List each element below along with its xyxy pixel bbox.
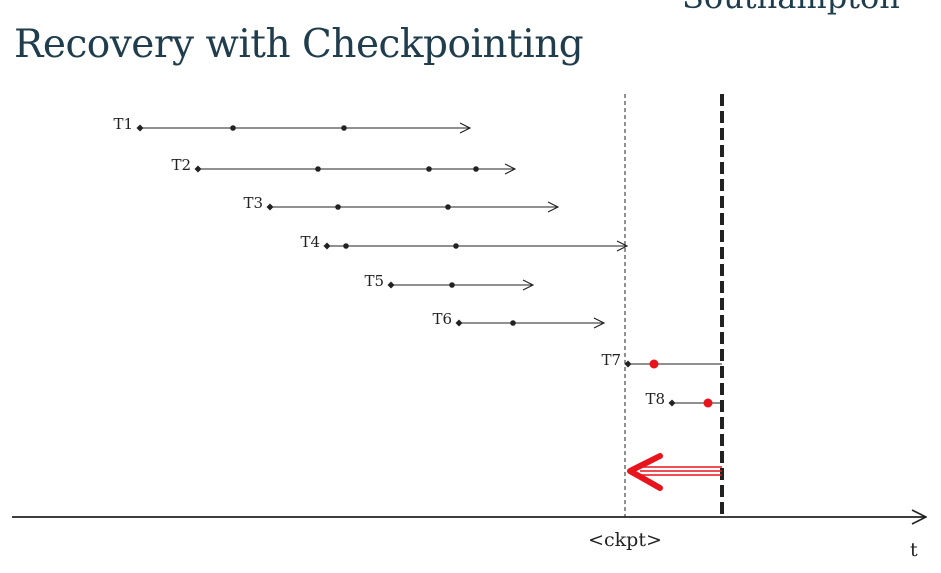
transaction-timelines: T1 T2 T3 T4 T5 T6 T7 T8 — [113, 115, 722, 408]
transaction-t6: T6 — [432, 310, 604, 328]
operation-dot — [230, 125, 236, 131]
transaction-label: T1 — [113, 115, 133, 133]
operation-dot — [453, 243, 459, 249]
rollback-arrow — [627, 453, 722, 491]
transaction-start-marker — [136, 124, 144, 132]
transaction-label: T6 — [432, 310, 452, 328]
operation-dot — [510, 320, 516, 326]
transaction-t7: T7 — [601, 351, 722, 369]
transaction-t5: T5 — [364, 272, 533, 290]
operation-dot — [315, 166, 321, 172]
transaction-start-marker — [266, 203, 274, 211]
transaction-t1: T1 — [113, 115, 470, 133]
transaction-t2: T2 — [171, 156, 515, 174]
operation-dot — [341, 125, 347, 131]
transaction-label: T4 — [300, 233, 320, 251]
transaction-label: T3 — [243, 194, 263, 212]
uncommitted-operation-dot — [649, 359, 659, 369]
transaction-t3: T3 — [243, 194, 558, 212]
university-logo-text: Southampton — [682, 0, 900, 16]
transaction-label: T2 — [171, 156, 191, 174]
transaction-start-marker — [387, 281, 395, 289]
operation-dot — [445, 204, 451, 210]
transaction-start-marker — [455, 319, 463, 327]
checkpoint-label: <ckpt> — [588, 529, 662, 551]
transaction-start-marker — [323, 242, 331, 250]
operation-dot — [426, 166, 432, 172]
transaction-t4: T4 — [300, 233, 627, 251]
transaction-label: T5 — [364, 272, 384, 290]
slide-title: Recovery with Checkpointing — [14, 22, 584, 67]
operation-dot — [335, 204, 341, 210]
transaction-label: T8 — [645, 390, 665, 408]
transaction-label: T7 — [601, 351, 621, 369]
transaction-start-marker — [194, 165, 202, 173]
transaction-t8: T8 — [645, 390, 722, 408]
uncommitted-operation-dot — [703, 398, 713, 408]
operation-dot — [449, 282, 455, 288]
operation-dot — [473, 166, 479, 172]
transaction-start-marker — [668, 399, 676, 407]
transaction-start-marker — [624, 360, 632, 368]
operation-dot — [343, 243, 349, 249]
time-axis-label: t — [910, 539, 918, 561]
